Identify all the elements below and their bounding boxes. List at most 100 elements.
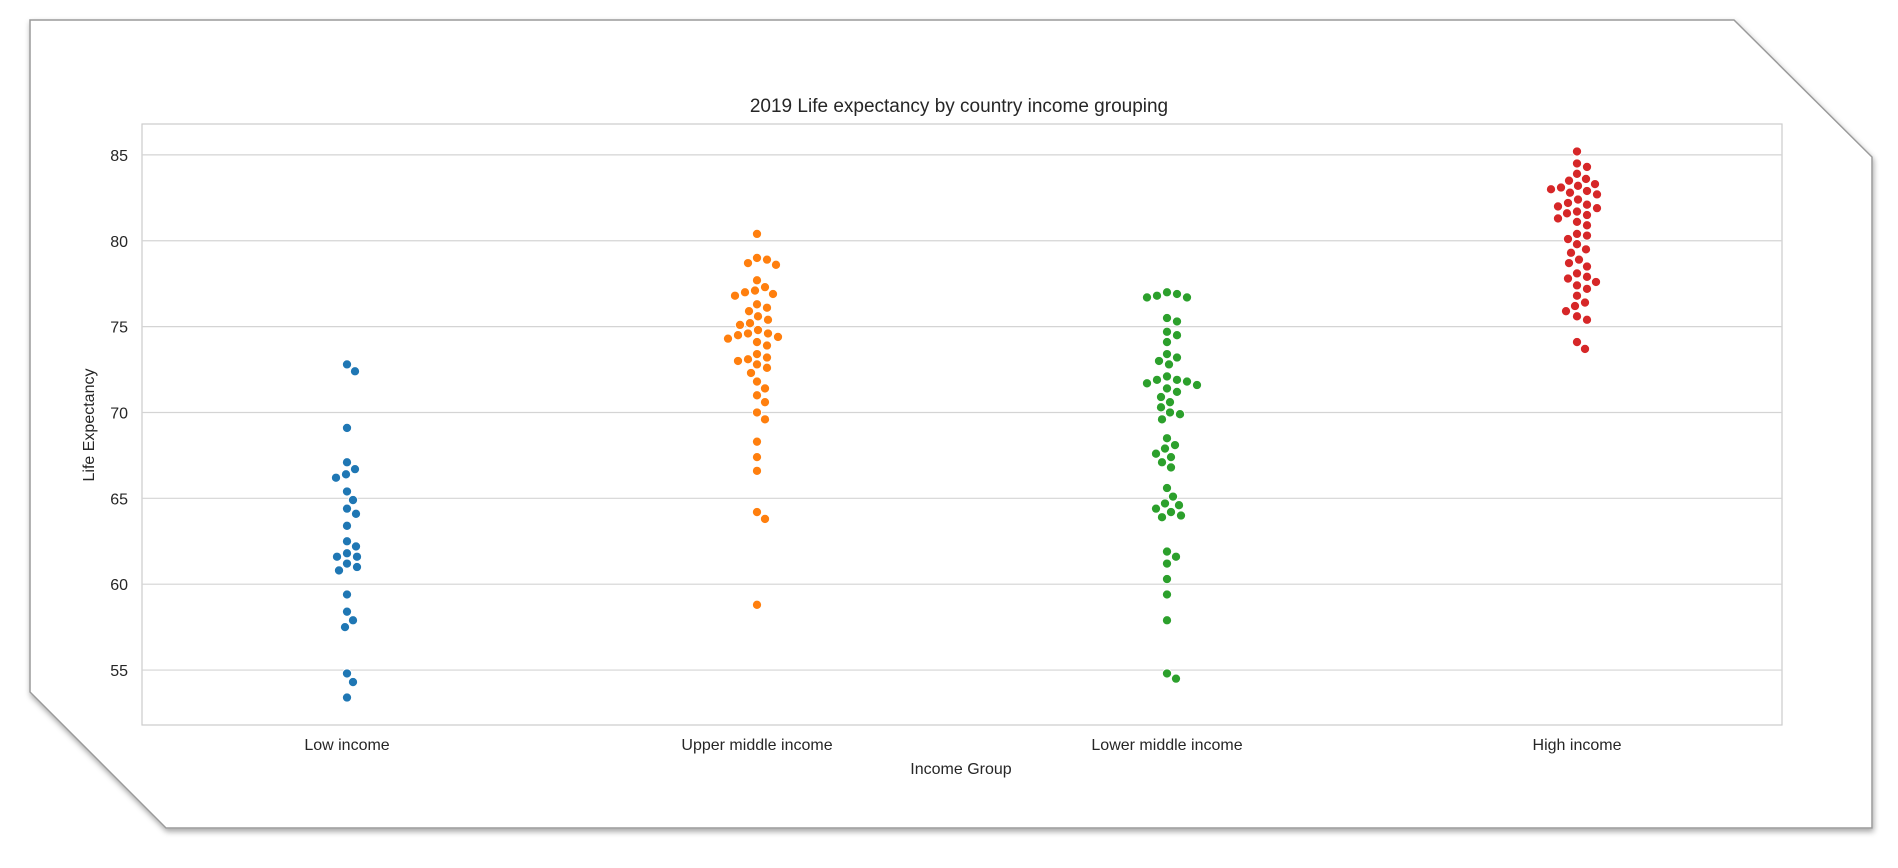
data-point — [1161, 337, 1173, 348]
data-point — [1165, 507, 1177, 518]
data-point — [1581, 161, 1593, 172]
data-point — [1170, 673, 1182, 684]
y-tick-labels: 55 60 65 70 75 80 85 — [110, 148, 128, 680]
data-points — [330, 146, 1603, 703]
data-point — [1581, 209, 1593, 221]
data-point — [1150, 503, 1162, 514]
data-point — [1571, 168, 1583, 179]
data-point — [1161, 312, 1173, 324]
data-point — [743, 306, 755, 317]
data-point — [1579, 343, 1591, 354]
data-point — [333, 565, 345, 576]
data-point — [761, 362, 773, 373]
data-point — [1563, 258, 1575, 269]
data-point — [1161, 433, 1173, 444]
data-point — [350, 508, 362, 519]
data-point — [1173, 500, 1185, 511]
data-point — [734, 319, 746, 330]
data-point — [759, 513, 771, 524]
data-point — [341, 536, 353, 547]
x-tick-label: Low income — [304, 737, 389, 754]
data-point — [732, 355, 744, 367]
chart-title: 2019 Life expectancy by country income g… — [750, 96, 1168, 117]
data-point — [1151, 374, 1163, 385]
data-point — [744, 318, 756, 329]
data-point — [762, 314, 774, 325]
data-point — [1560, 306, 1572, 317]
data-point — [742, 354, 754, 365]
data-point — [1581, 283, 1593, 294]
data-point — [347, 615, 359, 626]
data-point — [759, 383, 771, 394]
data-point — [1555, 182, 1567, 193]
data-point — [1545, 184, 1557, 195]
data-point — [751, 599, 763, 610]
data-point — [751, 228, 763, 239]
data-point — [341, 503, 353, 514]
data-point — [1161, 589, 1173, 600]
y-tick-label: 70 — [110, 405, 128, 422]
data-point — [1572, 180, 1584, 191]
data-point — [1174, 409, 1186, 420]
x-tick-label: Upper middle income — [681, 737, 832, 754]
data-point — [751, 436, 763, 447]
y-tick-label: 85 — [110, 148, 128, 165]
data-point — [1171, 288, 1183, 300]
data-point — [751, 337, 763, 348]
data-point — [1167, 491, 1179, 502]
data-point — [1161, 573, 1173, 585]
data-point — [752, 311, 764, 322]
data-point — [1591, 203, 1603, 214]
data-point — [1581, 185, 1593, 197]
data-point — [341, 548, 353, 559]
data-point — [1571, 268, 1583, 279]
data-point — [1581, 314, 1593, 325]
data-point — [1571, 239, 1583, 250]
data-point — [1161, 326, 1173, 337]
data-point — [759, 397, 771, 408]
data-point — [759, 282, 771, 293]
gridlines — [142, 154, 1782, 671]
data-point — [751, 507, 763, 518]
data-point — [341, 589, 353, 600]
data-point — [1156, 457, 1168, 468]
data-point — [1164, 407, 1176, 418]
data-point — [759, 414, 771, 425]
y-tick-label: 65 — [110, 491, 128, 508]
data-point — [1552, 201, 1564, 212]
data-point — [1161, 668, 1173, 679]
data-point — [1580, 244, 1592, 255]
data-point — [1171, 330, 1183, 341]
data-point — [347, 677, 359, 688]
data-point — [751, 376, 763, 387]
data-point — [1164, 397, 1176, 408]
data-point — [1161, 349, 1173, 360]
data-point — [1571, 158, 1583, 169]
data-point — [751, 465, 763, 476]
data-point — [1590, 276, 1602, 288]
data-point — [745, 367, 757, 379]
data-point — [1571, 206, 1583, 217]
data-point — [351, 551, 363, 562]
data-point — [350, 541, 362, 552]
data-point — [1581, 271, 1593, 282]
data-point — [1175, 510, 1187, 521]
data-point — [761, 352, 773, 363]
data-point — [341, 692, 353, 703]
data-point — [1573, 254, 1585, 265]
data-point — [1571, 311, 1583, 322]
data-point — [1161, 287, 1173, 298]
y-tick-label: 55 — [110, 663, 128, 680]
data-point — [1591, 189, 1603, 200]
data-point — [1169, 440, 1181, 451]
data-point — [1571, 280, 1583, 291]
data-point — [1165, 462, 1177, 473]
y-tick-label: 80 — [110, 234, 128, 251]
data-point — [1156, 414, 1168, 425]
data-point — [1581, 261, 1593, 272]
data-point — [1171, 386, 1183, 397]
data-point — [1171, 374, 1183, 385]
data-point — [1161, 558, 1173, 569]
x-tick-label: Lower middle income — [1091, 737, 1242, 754]
data-point — [767, 288, 779, 300]
